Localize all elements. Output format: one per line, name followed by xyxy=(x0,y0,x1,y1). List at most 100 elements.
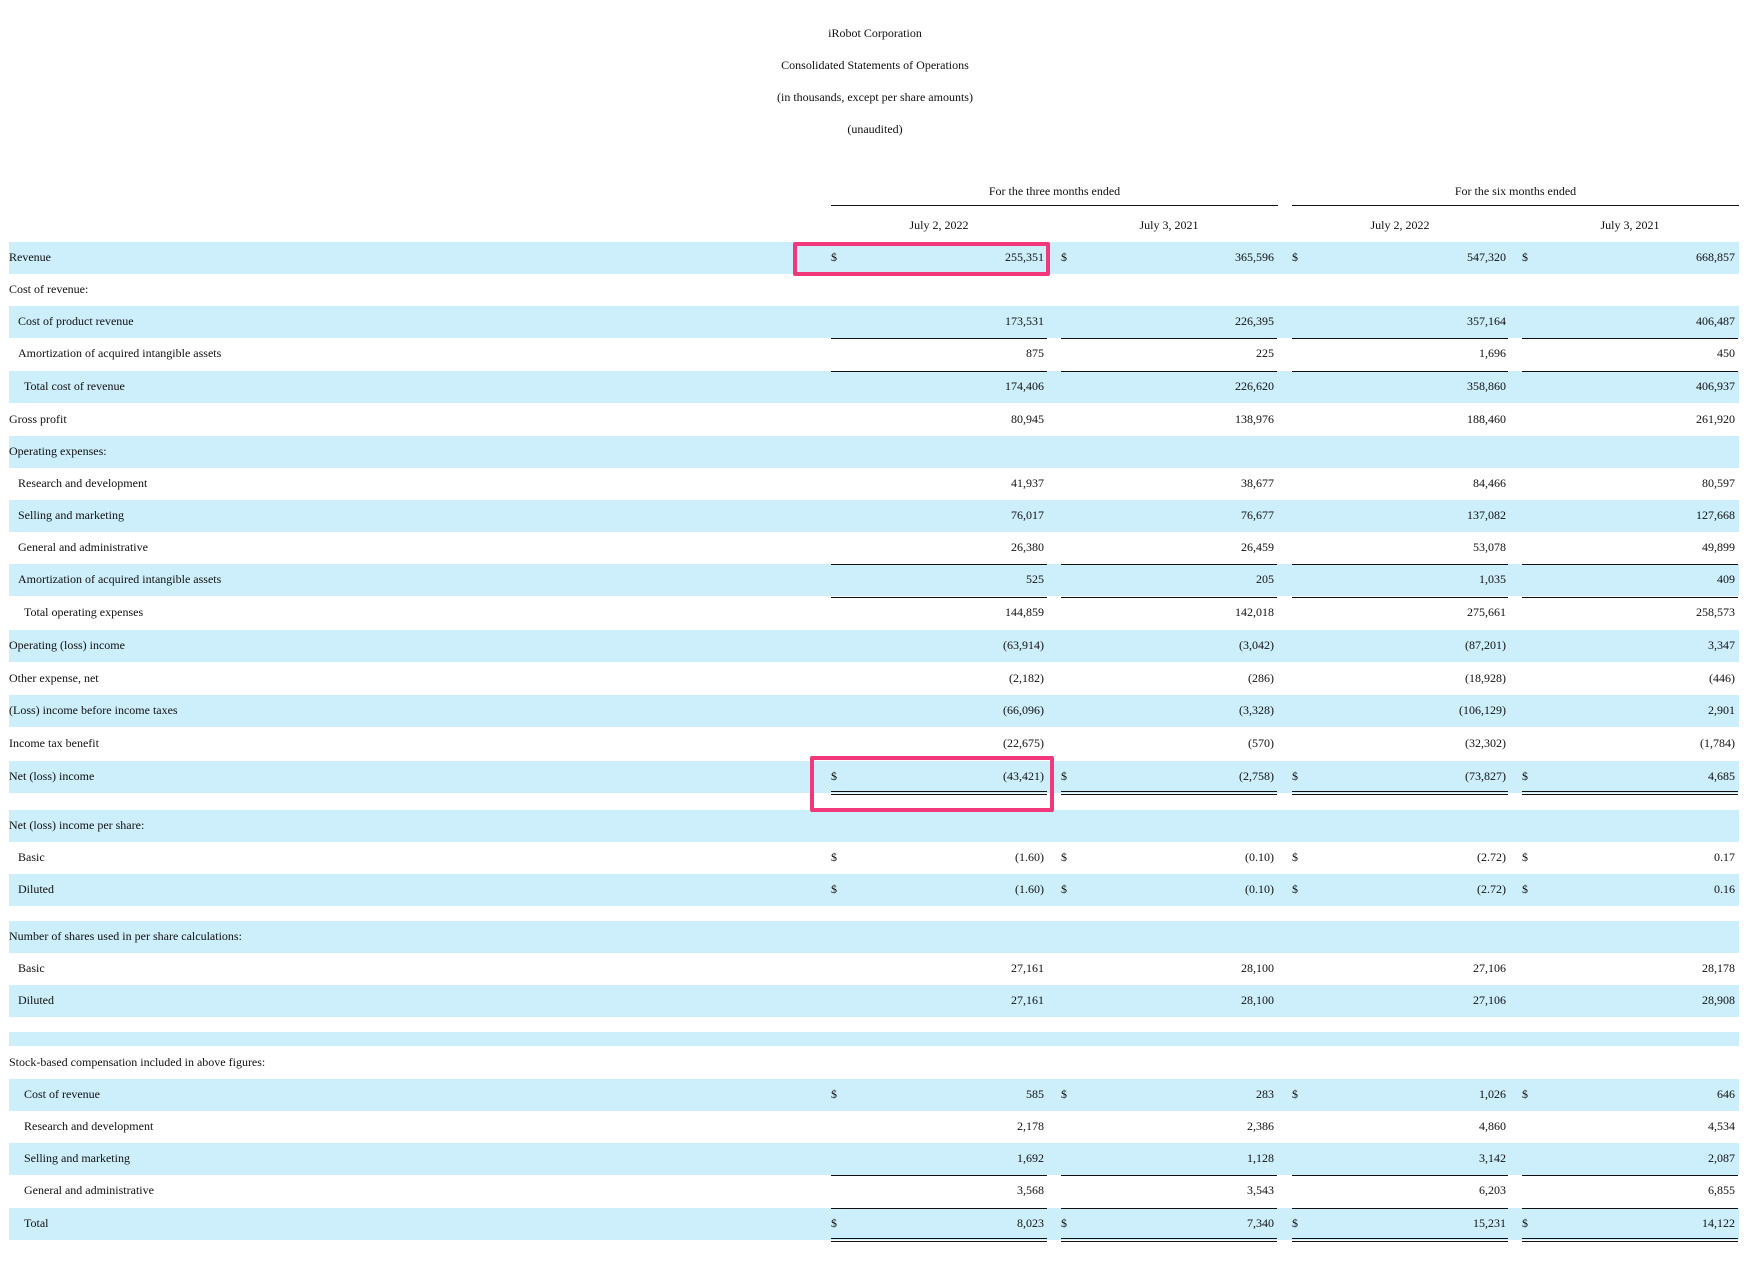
cell-value: 1,026 xyxy=(1479,1087,1506,1101)
subtotal-rule xyxy=(1522,1175,1738,1176)
cell-value: (3,042) xyxy=(1239,638,1274,652)
column-header-q2-2021: July 3, 2021 xyxy=(1139,218,1199,232)
cell-value: 358,860 xyxy=(1467,379,1506,393)
row-band xyxy=(9,371,1739,403)
cell-value: (66,096) xyxy=(1003,703,1044,717)
cell-value: (3,328) xyxy=(1239,703,1274,717)
row-band xyxy=(9,810,1739,842)
subtotal-rule xyxy=(831,597,1047,598)
cell-value: (0.10) xyxy=(1245,882,1274,896)
total-double-rule xyxy=(831,791,1047,792)
cell-value: 3,543 xyxy=(1247,1183,1274,1197)
row-band xyxy=(9,242,1739,274)
row-label: Total xyxy=(24,1216,49,1230)
cell-value: 668,857 xyxy=(1696,250,1735,264)
row-band xyxy=(9,436,1739,468)
row-label: Cost of revenue xyxy=(24,1087,100,1101)
row-label: Cost of product revenue xyxy=(18,314,134,328)
subtotal-rule xyxy=(1292,564,1508,565)
cell-value: 14,122 xyxy=(1702,1216,1735,1230)
row-label: Selling and marketing xyxy=(18,508,124,522)
cell-value: 138,976 xyxy=(1235,412,1274,426)
cell-value: 80,597 xyxy=(1702,476,1735,490)
subtotal-rule xyxy=(831,338,1047,339)
subtotal-rule xyxy=(1522,597,1738,598)
column-header-h1-2022: July 2, 2022 xyxy=(1370,218,1430,232)
subtotal-rule xyxy=(1292,338,1508,339)
row-label: Net (loss) income xyxy=(9,769,95,783)
currency-symbol: $ xyxy=(831,850,837,864)
total-double-rule xyxy=(1061,794,1277,795)
cell-value: 547,320 xyxy=(1467,250,1506,264)
row-band xyxy=(9,1208,1739,1240)
currency-symbol: $ xyxy=(1292,882,1298,896)
cell-value: (22,675) xyxy=(1003,736,1044,750)
cell-value: 38,677 xyxy=(1241,476,1274,490)
currency-symbol: $ xyxy=(1522,1216,1528,1230)
currency-symbol: $ xyxy=(1061,882,1067,896)
subtotal-rule xyxy=(1522,371,1738,372)
row-band xyxy=(9,500,1739,532)
row-label: Total operating expenses xyxy=(24,605,144,619)
currency-symbol: $ xyxy=(831,1216,837,1230)
column-header-h1-2021: July 3, 2021 xyxy=(1600,218,1660,232)
cell-value: 41,937 xyxy=(1011,476,1044,490)
cell-value: 357,164 xyxy=(1467,314,1506,328)
currency-symbol: $ xyxy=(831,769,837,783)
row-label: Other expense, net xyxy=(9,671,99,685)
cell-value: 1,128 xyxy=(1247,1151,1274,1165)
currency-symbol: $ xyxy=(1522,250,1528,264)
cell-value: 258,573 xyxy=(1696,605,1735,619)
cell-value: 28,908 xyxy=(1702,993,1735,1007)
cell-value: (286) xyxy=(1248,671,1274,685)
row-label: General and administrative xyxy=(24,1183,154,1197)
cell-value: 28,178 xyxy=(1702,961,1735,975)
row-label: Net (loss) income per share: xyxy=(9,818,145,832)
cell-value: 27,161 xyxy=(1011,961,1044,975)
subtotal-rule xyxy=(1061,1175,1277,1176)
cell-value: 173,531 xyxy=(1005,314,1044,328)
total-double-rule xyxy=(1061,1241,1277,1242)
cell-value: 27,106 xyxy=(1473,993,1506,1007)
total-double-rule xyxy=(1292,1238,1508,1239)
currency-symbol: $ xyxy=(831,1087,837,1101)
currency-symbol: $ xyxy=(1522,769,1528,783)
cell-value: (106,129) xyxy=(1459,703,1506,717)
subtotal-rule xyxy=(1061,371,1277,372)
period-group-three-months: For the three months ended xyxy=(988,184,1121,198)
currency-symbol: $ xyxy=(831,882,837,896)
cell-value: 1,696 xyxy=(1479,346,1506,360)
row-label: Number of shares used in per share calcu… xyxy=(9,929,242,943)
cell-value: 27,106 xyxy=(1473,961,1506,975)
subtotal-rule xyxy=(1061,564,1277,565)
company-name: iRobot Corporation xyxy=(828,26,922,40)
cell-value: 525 xyxy=(1026,572,1044,586)
cell-value: 585 xyxy=(1026,1087,1044,1101)
cell-value: 646 xyxy=(1717,1087,1735,1101)
cell-value: 406,487 xyxy=(1696,314,1735,328)
subtotal-rule xyxy=(1061,1208,1277,1209)
row-label: Gross profit xyxy=(9,412,67,426)
total-double-rule xyxy=(831,794,1047,795)
audit-status: (unaudited) xyxy=(847,122,903,136)
subtotal-rule xyxy=(831,1208,1047,1209)
subtotal-rule xyxy=(1522,564,1738,565)
cell-value: 26,380 xyxy=(1011,540,1044,554)
cell-value: 188,460 xyxy=(1467,412,1506,426)
cell-value: 7,340 xyxy=(1247,1216,1274,1230)
row-band xyxy=(9,306,1739,338)
subtotal-rule xyxy=(831,371,1047,372)
total-double-rule xyxy=(1292,794,1508,795)
cell-value: 450 xyxy=(1717,346,1735,360)
cell-value: (2,758) xyxy=(1239,769,1274,783)
cell-value: (0.10) xyxy=(1245,850,1274,864)
row-label: Income tax benefit xyxy=(9,736,99,750)
highlight-box-net-loss xyxy=(810,756,1054,812)
row-label: Operating expenses: xyxy=(9,444,107,458)
cell-value: 226,620 xyxy=(1235,379,1274,393)
subtotal-rule xyxy=(1292,371,1508,372)
row-label: Basic xyxy=(18,961,45,975)
cell-value: 27,161 xyxy=(1011,993,1044,1007)
cell-value: 1,692 xyxy=(1017,1151,1044,1165)
